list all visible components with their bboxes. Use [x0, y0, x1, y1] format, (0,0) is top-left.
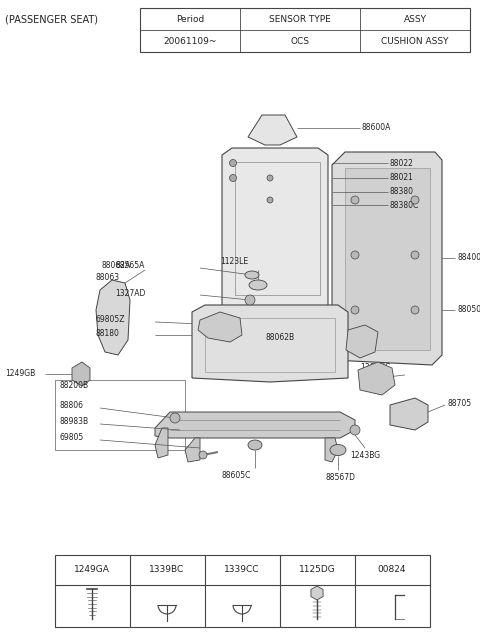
Text: 88022: 88022: [390, 159, 414, 168]
Circle shape: [267, 175, 273, 181]
Text: 88983B: 88983B: [60, 417, 89, 426]
Text: 88063: 88063: [95, 273, 119, 282]
Text: 88200B: 88200B: [60, 381, 89, 390]
Circle shape: [351, 251, 359, 259]
Text: (PASSENGER SEAT): (PASSENGER SEAT): [5, 14, 98, 24]
Polygon shape: [192, 305, 348, 382]
Circle shape: [245, 295, 255, 305]
Bar: [55, 380, 185, 450]
Text: 1243BG: 1243BG: [350, 451, 380, 460]
Circle shape: [411, 196, 419, 204]
Circle shape: [229, 159, 237, 166]
Circle shape: [267, 197, 273, 203]
Polygon shape: [345, 168, 430, 350]
Text: 69805: 69805: [60, 433, 84, 442]
Polygon shape: [155, 412, 355, 438]
Text: 88400: 88400: [457, 253, 480, 262]
Ellipse shape: [249, 280, 267, 290]
Polygon shape: [332, 152, 442, 365]
Polygon shape: [390, 398, 428, 430]
Text: 20061109~: 20061109~: [163, 36, 216, 45]
Circle shape: [350, 425, 360, 435]
Ellipse shape: [248, 440, 262, 450]
Text: 88565A: 88565A: [115, 260, 144, 269]
Text: OCS: OCS: [290, 36, 310, 45]
Ellipse shape: [330, 445, 346, 456]
Text: 69805Z: 69805Z: [95, 314, 124, 323]
Text: 1339BC: 1339BC: [149, 566, 185, 575]
Text: 00824: 00824: [378, 566, 406, 575]
Text: 1123LE: 1123LE: [220, 257, 248, 266]
Text: 88806: 88806: [60, 401, 84, 410]
Text: 1362NC: 1362NC: [360, 364, 390, 372]
Polygon shape: [185, 438, 200, 462]
Polygon shape: [358, 362, 395, 395]
Circle shape: [170, 413, 180, 423]
Bar: [55, 555, 430, 627]
Text: 88705: 88705: [447, 399, 471, 408]
Text: 88380: 88380: [390, 188, 414, 196]
Text: 88605C: 88605C: [222, 470, 252, 479]
Text: 88380C: 88380C: [390, 200, 419, 209]
Text: 88021: 88021: [390, 173, 414, 182]
Text: 1125DG: 1125DG: [299, 566, 336, 575]
Polygon shape: [325, 438, 338, 462]
Bar: [140, 8, 470, 52]
Text: ASSY: ASSY: [404, 15, 427, 24]
Polygon shape: [311, 586, 323, 600]
Circle shape: [351, 196, 359, 204]
Circle shape: [229, 175, 237, 182]
Text: CUSHION ASSY: CUSHION ASSY: [381, 36, 449, 45]
Polygon shape: [72, 362, 90, 386]
Circle shape: [199, 451, 207, 459]
Text: Period: Period: [176, 15, 204, 24]
Polygon shape: [155, 428, 168, 458]
Polygon shape: [346, 325, 378, 358]
Polygon shape: [198, 312, 242, 342]
Circle shape: [411, 251, 419, 259]
Ellipse shape: [245, 271, 259, 279]
Text: 88062B: 88062B: [266, 333, 295, 342]
Circle shape: [351, 306, 359, 314]
Text: 88180: 88180: [95, 328, 119, 337]
Text: 88050D: 88050D: [457, 305, 480, 314]
Text: 88567D: 88567D: [326, 472, 356, 481]
Circle shape: [411, 306, 419, 314]
Text: 88062A: 88062A: [102, 260, 131, 269]
Text: 1339CC: 1339CC: [224, 566, 260, 575]
Text: 1327AD: 1327AD: [115, 289, 145, 298]
Text: 88600A: 88600A: [362, 124, 391, 132]
Text: 1249GA: 1249GA: [74, 566, 110, 575]
Text: SENSOR TYPE: SENSOR TYPE: [269, 15, 331, 24]
Text: 1249GB: 1249GB: [5, 369, 35, 378]
Polygon shape: [248, 115, 297, 145]
Polygon shape: [222, 148, 328, 315]
Polygon shape: [96, 280, 130, 355]
